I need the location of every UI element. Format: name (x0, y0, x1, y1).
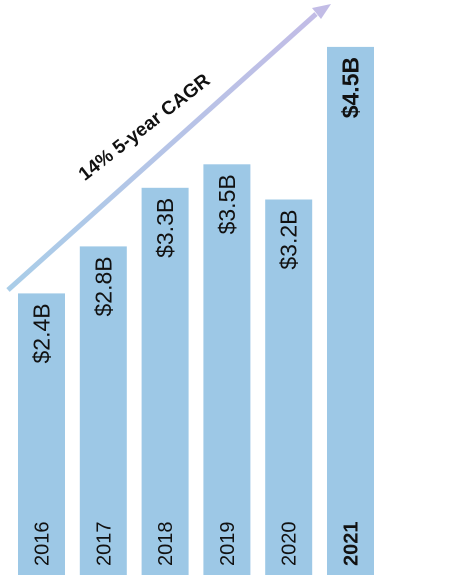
bar-2019 (203, 164, 251, 575)
year-label-2020: 2020 (279, 522, 301, 567)
cagr-arrow-line (6, 12, 318, 292)
bar-2018 (141, 187, 189, 575)
value-label-2019: $3.5B (214, 174, 240, 234)
year-label-2018: 2018 (155, 522, 177, 567)
value-label-2016: $2.4B (29, 303, 55, 363)
year-label-2016: 2016 (32, 522, 54, 567)
bar-2017 (79, 246, 127, 575)
cagr-arrowhead (312, 4, 331, 19)
bar-2021 (327, 46, 374, 575)
bar-2020 (265, 199, 313, 575)
bar-2016 (18, 293, 65, 575)
value-label-2017: $2.8B (90, 256, 116, 316)
value-label-2020: $3.2B (276, 210, 302, 270)
value-label-2021: $4.5B (338, 57, 364, 118)
year-label-2017: 2017 (93, 522, 115, 567)
year-label-2019: 2019 (217, 522, 239, 567)
year-label-2021: 2021 (341, 522, 363, 567)
value-label-2018: $3.3B (152, 198, 178, 258)
bars-layer: $2.4B 2016 $2.8B 2017 $3.3B 2018 $3.5B 2019 $3.2… (18, 46, 374, 575)
